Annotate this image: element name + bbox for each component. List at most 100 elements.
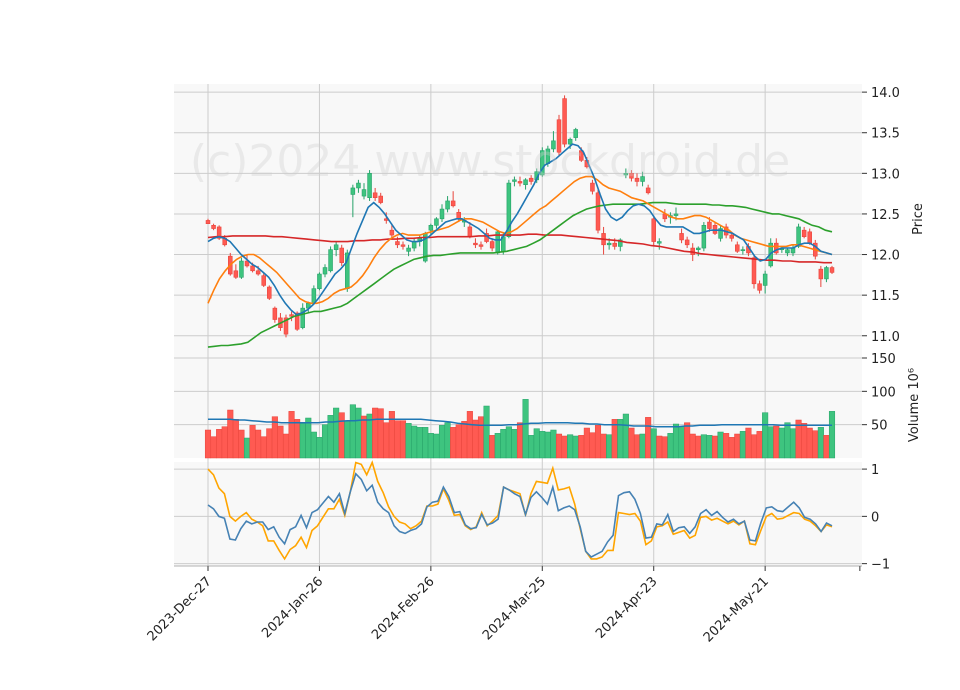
volume-bar	[416, 427, 423, 459]
candle-body	[785, 249, 790, 254]
volume-bar	[711, 435, 719, 459]
candle-body	[757, 283, 762, 291]
volume-y-tick-label: 150	[871, 352, 896, 367]
volume-bar	[583, 427, 590, 459]
volume-y-tick-label: 100	[871, 385, 896, 400]
candle-body	[645, 187, 651, 194]
volume-bar	[399, 420, 407, 459]
candle-body	[467, 226, 473, 237]
volume-axis-label: Volume 10⁶	[907, 368, 922, 442]
price-y-tick-label: 12.5	[871, 208, 900, 223]
volume-bar	[227, 409, 234, 459]
volume-bar	[723, 433, 730, 459]
candle-body	[406, 247, 411, 252]
volume-bar	[756, 431, 763, 459]
volume-bar	[333, 407, 340, 459]
volume-y-tick-label: 50	[871, 419, 888, 434]
volume-bar	[656, 435, 663, 459]
volume-bar	[561, 435, 568, 459]
volume-bar	[455, 424, 462, 459]
candle-body	[740, 249, 746, 251]
candle-body	[395, 241, 400, 246]
candle-body	[595, 192, 601, 231]
volume-bar	[483, 405, 490, 459]
volume-bar	[422, 427, 429, 459]
volume-bar	[277, 425, 284, 459]
candle-body	[372, 192, 378, 198]
volume-bar	[578, 435, 585, 459]
volume-bar	[405, 423, 412, 459]
volume-bar	[762, 412, 769, 459]
candle-body	[350, 187, 356, 195]
candle-body	[540, 150, 545, 176]
volume-bar	[728, 437, 735, 459]
volume-bar	[633, 434, 641, 459]
volume-bar	[282, 433, 290, 459]
candle-body	[556, 119, 562, 153]
candle-body	[361, 189, 367, 197]
volume-bar	[299, 423, 306, 459]
candle-body	[439, 208, 445, 220]
volume-bar	[288, 411, 295, 459]
volume-bar	[377, 408, 384, 459]
volume-bar	[266, 428, 273, 459]
volume-bar	[411, 425, 418, 459]
candle-body	[250, 265, 255, 272]
volume-bar	[806, 427, 813, 459]
volume-bar	[210, 436, 217, 459]
candle-body	[473, 242, 478, 246]
volume-bar	[667, 433, 674, 459]
volume-bar	[533, 428, 540, 459]
volume-bar	[778, 427, 785, 459]
volume-bar	[310, 431, 317, 459]
candle-body	[428, 225, 434, 231]
oscillator-line-orange	[207, 460, 833, 561]
candle-body	[356, 182, 361, 189]
volume-bar	[249, 425, 256, 459]
volume-bar	[639, 433, 646, 459]
volume-bar	[450, 427, 457, 459]
volume-bar	[221, 426, 228, 459]
volume-bar	[444, 422, 451, 459]
candle-body	[829, 267, 835, 273]
volume-bar	[433, 433, 440, 459]
candle-body	[718, 228, 723, 239]
volume-bar	[349, 404, 356, 459]
volume-bar	[594, 425, 602, 459]
volume-bar	[383, 422, 390, 459]
osc-y-tick-label: −1	[871, 558, 890, 573]
price-y-tick-label: 11.0	[871, 330, 900, 345]
volume-bar	[661, 436, 668, 459]
volume-bar	[544, 431, 551, 459]
candle-body	[411, 241, 417, 249]
volume-bar	[344, 420, 351, 459]
candle-body	[489, 241, 495, 249]
volume-bar	[260, 436, 267, 459]
candle-body	[294, 312, 300, 330]
candle-body	[255, 270, 261, 275]
volume-bar	[706, 435, 713, 459]
volume-bar	[438, 425, 446, 459]
candle-body	[612, 242, 617, 247]
volume-bar	[466, 411, 473, 459]
ma-mid-line	[207, 175, 833, 305]
volume-bar	[812, 430, 819, 459]
candle-body	[551, 140, 556, 150]
volume-bar	[321, 424, 329, 459]
volume-bar	[489, 435, 496, 459]
volume-bar	[360, 415, 368, 459]
volume-bar	[528, 435, 535, 459]
indicator-lines	[207, 143, 833, 561]
candle-body	[528, 177, 534, 182]
candle-body	[434, 218, 439, 226]
volume-bar	[500, 429, 507, 459]
volume-bar	[750, 434, 758, 459]
x-tick-label: 2024-Apr-23	[593, 574, 660, 641]
candle-body	[322, 267, 328, 275]
candle-body	[818, 268, 824, 280]
candle-body	[657, 241, 662, 244]
candle-body	[562, 98, 567, 145]
candle-body	[512, 179, 517, 182]
